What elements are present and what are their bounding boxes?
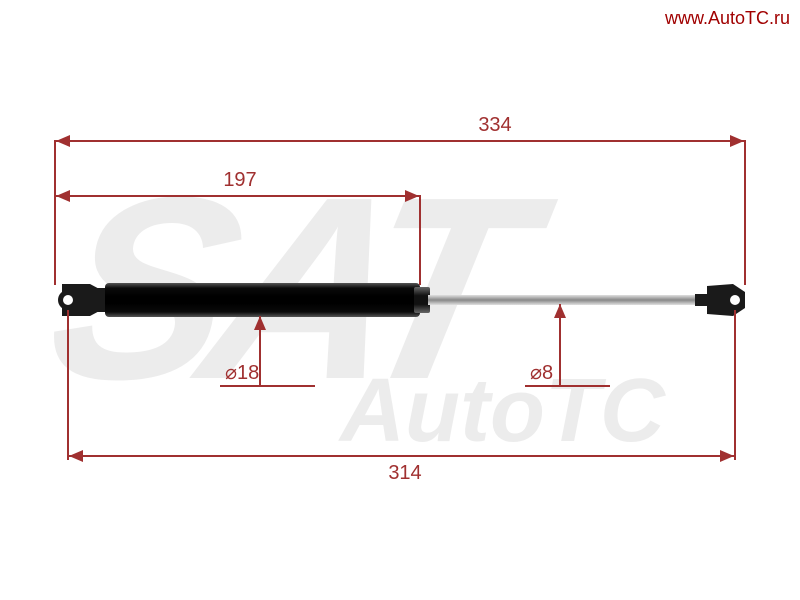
ext-line-right-bot (734, 310, 736, 460)
label-diam-18: ⌀18 (225, 360, 315, 385)
piston-rod (428, 295, 704, 305)
diam-8-hline (525, 385, 610, 387)
label-197: 197 (210, 169, 270, 192)
arrow-314-right (720, 450, 734, 462)
label-diam-8: ⌀8 (530, 360, 610, 385)
source-url: www.AutoTC.ru (665, 8, 790, 29)
right-end-fitting (695, 278, 755, 322)
diam-18-arrow (254, 316, 266, 330)
watermark-sub: AutoTC (340, 360, 665, 463)
ext-line-left-top (54, 140, 56, 285)
diam-8-arrow (554, 304, 566, 318)
arrow-197-right (405, 190, 419, 202)
label-314: 314 (375, 462, 435, 485)
ext-line-197-right (419, 195, 421, 285)
arrow-314-left (69, 450, 83, 462)
left-end-fitting (50, 278, 110, 322)
diagram-canvas: SAT AutoTC www.AutoTC.ru 334 197 314 (0, 0, 800, 600)
ext-line-left-bot (67, 310, 69, 460)
label-334: 334 (465, 114, 525, 137)
dim-line-334 (56, 140, 744, 142)
arrow-197-left (56, 190, 70, 202)
arrow-334-right (730, 135, 744, 147)
dim-line-197 (56, 195, 419, 197)
arrow-334-left (56, 135, 70, 147)
dim-line-314 (69, 455, 734, 457)
ext-line-right-top (744, 140, 746, 285)
diam-18-hline (220, 385, 315, 387)
cylinder-body (105, 283, 420, 317)
